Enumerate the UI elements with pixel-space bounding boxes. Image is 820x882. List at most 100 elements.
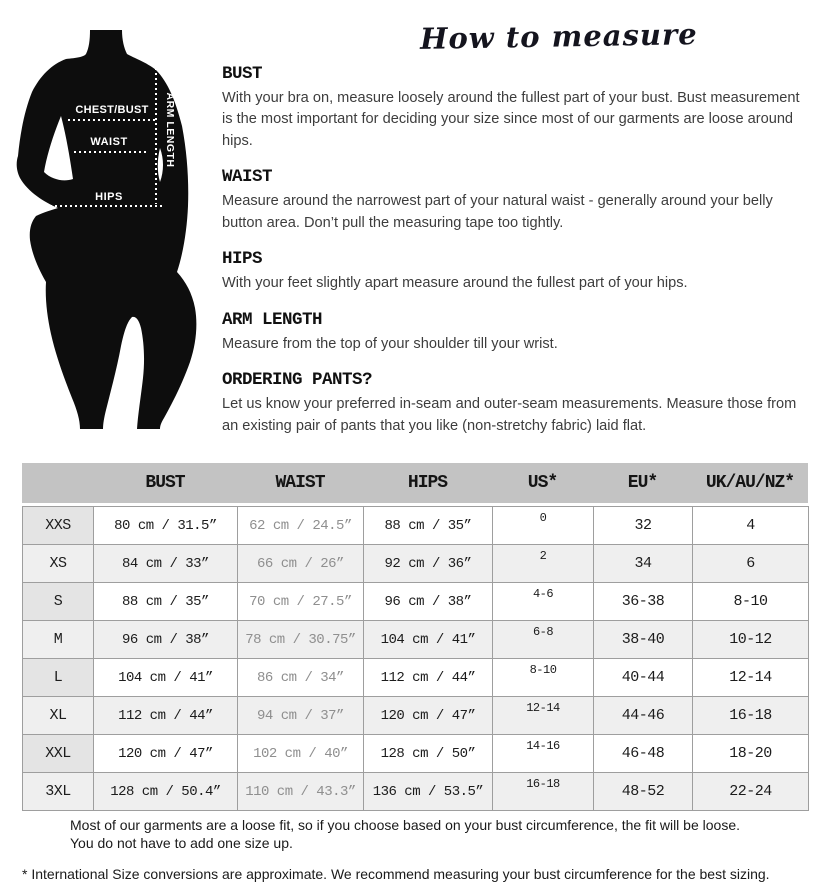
waist-cell: 86 cm / 34” — [237, 658, 364, 697]
us-cell: 12-14 — [492, 696, 594, 735]
bust-cell: 120 cm / 47” — [93, 734, 238, 773]
table-row: XXL 120 cm / 47” 102 cm / 40” 128 cm / 5… — [22, 734, 809, 773]
eu-cell: 40-44 — [593, 658, 693, 697]
table-row: XL 112 cm / 44” 94 cm / 37” 120 cm / 47”… — [22, 696, 809, 735]
instructions: BUST With your bra on, measure loosely a… — [222, 64, 802, 452]
size-table: BUST WAIST HIPS US* EU* UK/AU/NZ* XXS 80… — [22, 463, 809, 811]
header-cell-hips: HIPS — [407, 473, 448, 493]
uk-au-nz-cell: 16-18 — [692, 696, 809, 735]
us-cell: 2 — [492, 544, 594, 583]
size-cell: 3XL — [22, 772, 94, 811]
bust-cell: 96 cm / 38” — [93, 620, 238, 659]
size-cell: XL — [22, 696, 94, 735]
eu-cell: 36-38 — [593, 582, 693, 621]
bust-cell: 80 cm / 31.5” — [93, 506, 238, 545]
us-cell: 0 — [492, 506, 594, 545]
eu-cell: 32 — [593, 506, 693, 545]
size-cell: XS — [22, 544, 94, 583]
us-cell: 8-10 — [492, 658, 594, 697]
section-heading-bust: BUST — [222, 64, 263, 84]
table-row: 3XL 128 cm / 50.4” 110 cm / 43.3” 136 cm… — [22, 772, 809, 811]
eu-cell: 34 — [593, 544, 693, 583]
section-heading-waist: WAIST — [222, 167, 273, 188]
waist-cell: 62 cm / 24.5” — [237, 506, 364, 545]
eu-cell: 44-46 — [593, 696, 693, 735]
section-waist: WAIST Measure around the narrowest part … — [222, 167, 802, 234]
header-cell-waist: WAIST — [275, 473, 325, 493]
size-cell: M — [22, 620, 94, 659]
us-cell: 6-8 — [492, 620, 594, 659]
us-cell: 14-16 — [492, 734, 594, 773]
waist-cell: 66 cm / 26” — [237, 544, 364, 583]
label-hips: HIPS — [95, 191, 123, 203]
header-cell-us: US* — [527, 473, 558, 493]
size-cell: XXL — [22, 734, 94, 773]
header-cell-eu: EU* — [627, 473, 658, 493]
section-body-arm-length: Measure from the top of your shoulder ti… — [222, 335, 558, 352]
note-fit-line2: You do not have to add one size up. — [70, 835, 293, 852]
header-cell-uk-au-nz: UK/AU/NZ* — [705, 473, 795, 493]
section-ordering-pants: ORDERING PANTS? Let us know your preferr… — [222, 370, 802, 437]
eu-cell: 38-40 — [593, 620, 693, 659]
bust-cell: 112 cm / 44” — [93, 696, 238, 735]
section-heading-ordering-pants: ORDERING PANTS? — [222, 370, 373, 391]
page-title: How to measure — [419, 17, 698, 56]
section-arm-length: ARM LENGTH Measure from the top of your … — [222, 310, 802, 355]
header-cell-bust: BUST — [145, 473, 185, 493]
section-body-hips: With your feet slightly apart measure ar… — [222, 275, 688, 292]
hips-cell: 112 cm / 44” — [363, 658, 493, 697]
body-silhouette: CHEST/BUST WAIST HIPS ARM LENGTH — [16, 30, 197, 429]
size-cell: S — [22, 582, 94, 621]
table-row: XXS 80 cm / 31.5” 62 cm / 24.5” 88 cm / … — [22, 506, 809, 545]
section-heading-hips: HIPS — [222, 249, 263, 270]
note-conversion: * International Size conversions are app… — [22, 865, 770, 882]
table-row: M 96 cm / 38” 78 cm / 30.75” 104 cm / 41… — [22, 620, 809, 659]
uk-au-nz-cell: 22-24 — [692, 772, 809, 811]
uk-au-nz-cell: 8-10 — [692, 582, 809, 621]
table-row: XS 84 cm / 33” 66 cm / 26” 92 cm / 36” 2… — [22, 544, 809, 583]
hips-cell: 92 cm / 36” — [363, 544, 493, 583]
section-body-waist: Measure around the narrowest part of you… — [222, 193, 773, 231]
uk-au-nz-cell: 10-12 — [692, 620, 809, 659]
waist-cell: 78 cm / 30.75” — [237, 620, 364, 659]
section-heading-arm-length: ARM LENGTH — [222, 309, 323, 330]
hips-cell: 96 cm / 38” — [363, 582, 493, 621]
label-chest-bust: CHEST/BUST — [75, 104, 148, 116]
size-cell: L — [22, 658, 94, 697]
uk-au-nz-cell: 6 — [692, 544, 809, 583]
bust-cell: 84 cm / 33” — [93, 544, 238, 583]
bust-cell: 88 cm / 35” — [93, 582, 238, 621]
bust-cell: 128 cm / 50.4” — [93, 772, 238, 811]
waist-cell: 94 cm / 37” — [237, 696, 364, 735]
eu-cell: 46-48 — [593, 734, 693, 773]
hips-cell: 88 cm / 35” — [363, 506, 493, 545]
note-fit-line1: Most of our garments are a loose fit, so… — [70, 817, 741, 833]
hips-cell: 104 cm / 41” — [363, 620, 493, 659]
table-row: L 104 cm / 41” 86 cm / 34” 112 cm / 44” … — [22, 658, 809, 697]
hips-cell: 120 cm / 47” — [363, 696, 493, 735]
size-table-header: BUST WAIST HIPS US* EU* UK/AU/NZ* — [22, 463, 808, 503]
us-cell: 4-6 — [492, 582, 594, 621]
hips-cell: 128 cm / 50” — [363, 734, 493, 773]
silhouette-shape — [16, 30, 197, 429]
label-arm-length: ARM LENGTH — [164, 93, 176, 168]
hips-cell: 136 cm / 53.5” — [363, 772, 493, 811]
label-waist: WAIST — [90, 136, 127, 148]
section-hips: HIPS With your feet slightly apart measu… — [222, 249, 802, 294]
section-bust: BUST With your bra on, measure loosely a… — [222, 64, 802, 152]
bust-cell: 104 cm / 41” — [93, 658, 238, 697]
waist-cell: 102 cm / 40” — [237, 734, 364, 773]
waist-cell: 110 cm / 43.3” — [237, 772, 364, 811]
note-fit: Most of our garments are a loose fit, so… — [70, 816, 820, 853]
us-cell: 16-18 — [492, 772, 594, 811]
size-cell: XXS — [22, 506, 94, 545]
uk-au-nz-cell: 18-20 — [692, 734, 809, 773]
section-body-ordering-pants: Let us know your preferred in-seam and o… — [222, 396, 797, 434]
uk-au-nz-cell: 4 — [692, 506, 809, 545]
waist-cell: 70 cm / 27.5” — [237, 582, 364, 621]
measure-guide-header: How to measure CHEST/BUST WAIST HIPS ARM… — [16, 17, 802, 452]
size-table-body: XXS 80 cm / 31.5” 62 cm / 24.5” 88 cm / … — [22, 506, 809, 811]
table-row: S 88 cm / 35” 70 cm / 27.5” 96 cm / 38” … — [22, 582, 809, 621]
eu-cell: 48-52 — [593, 772, 693, 811]
section-body-bust: With your bra on, measure loosely around… — [222, 90, 800, 149]
